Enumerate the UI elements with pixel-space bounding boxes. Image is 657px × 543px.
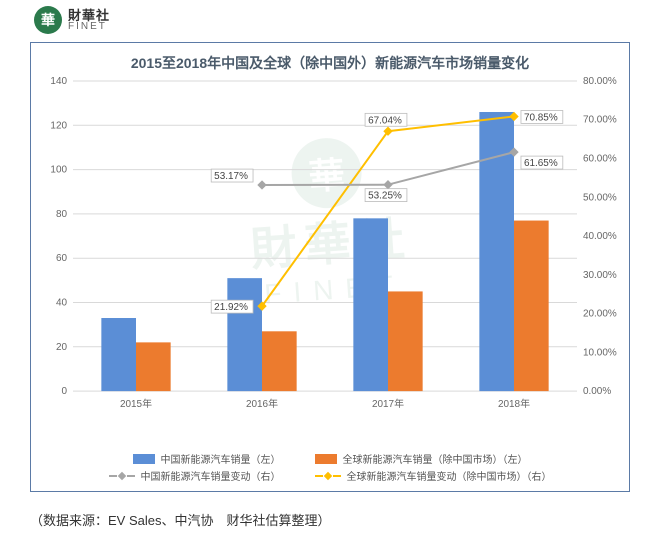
chart-container: 2015至2018年中国及全球（除中国外）新能源汽车市场销量变化 華 財華社 F… — [30, 42, 630, 492]
bar-china — [353, 218, 388, 391]
svg-text:70.00%: 70.00% — [583, 115, 617, 126]
svg-text:53.17%: 53.17% — [214, 171, 248, 182]
svg-text:50.00%: 50.00% — [583, 192, 617, 203]
svg-text:0.00%: 0.00% — [583, 386, 611, 397]
svg-text:100: 100 — [50, 165, 67, 176]
svg-text:20.00%: 20.00% — [583, 309, 617, 320]
bar-global — [262, 331, 297, 391]
chart-legend: 中国新能源汽车销量（左） 全球新能源汽车销量（除中国市场）（左） 中国新能源汽车… — [31, 449, 629, 483]
source-text: （数据来源：EV Sales、中汽协 财华社估算整理） — [30, 510, 330, 529]
chart-plot: 0204060801001201400.00%10.00%20.00%30.00… — [73, 81, 577, 409]
legend-item-bar-b: 全球新能源汽车销量（除中国市场）（左） — [315, 451, 528, 466]
svg-text:70.85%: 70.85% — [524, 112, 558, 123]
bar-china — [101, 318, 136, 391]
bar-global — [136, 342, 171, 391]
svg-text:2018年: 2018年 — [498, 397, 530, 410]
svg-text:2015年: 2015年 — [120, 397, 152, 410]
legend-item-bar-a: 中国新能源汽车销量（左） — [133, 451, 281, 466]
logo-cn-text: 財華社 — [68, 9, 110, 22]
svg-text:67.04%: 67.04% — [368, 115, 402, 126]
chart-title: 2015至2018年中国及全球（除中国外）新能源汽车市场销量变化 — [31, 43, 629, 81]
svg-text:60: 60 — [56, 253, 68, 264]
legend-item-line-a: 中国新能源汽车销量变动（右） — [109, 468, 281, 483]
brand-logo: 華 財華社 FINET — [34, 6, 110, 34]
bar-global — [388, 291, 423, 391]
svg-text:120: 120 — [50, 120, 67, 131]
svg-text:80: 80 — [56, 209, 68, 220]
svg-text:20: 20 — [56, 342, 68, 353]
logo-en-text: FINET — [68, 22, 110, 32]
svg-text:40: 40 — [56, 297, 68, 308]
svg-text:140: 140 — [50, 76, 67, 87]
svg-text:80.00%: 80.00% — [583, 76, 617, 87]
logo-badge-icon: 華 — [34, 6, 62, 34]
svg-text:61.65%: 61.65% — [524, 158, 558, 169]
bar-global — [514, 221, 549, 392]
svg-text:10.00%: 10.00% — [583, 347, 617, 358]
svg-text:40.00%: 40.00% — [583, 231, 617, 242]
svg-text:0: 0 — [61, 386, 67, 397]
svg-text:53.25%: 53.25% — [368, 191, 402, 202]
legend-item-line-b: 全球新能源汽车销量变动（除中国市场）（右） — [315, 468, 552, 483]
bar-china — [227, 278, 262, 391]
svg-text:21.92%: 21.92% — [214, 302, 248, 313]
svg-text:60.00%: 60.00% — [583, 154, 617, 165]
svg-text:2017年: 2017年 — [372, 397, 404, 410]
svg-text:2016年: 2016年 — [246, 397, 278, 410]
svg-text:30.00%: 30.00% — [583, 270, 617, 281]
